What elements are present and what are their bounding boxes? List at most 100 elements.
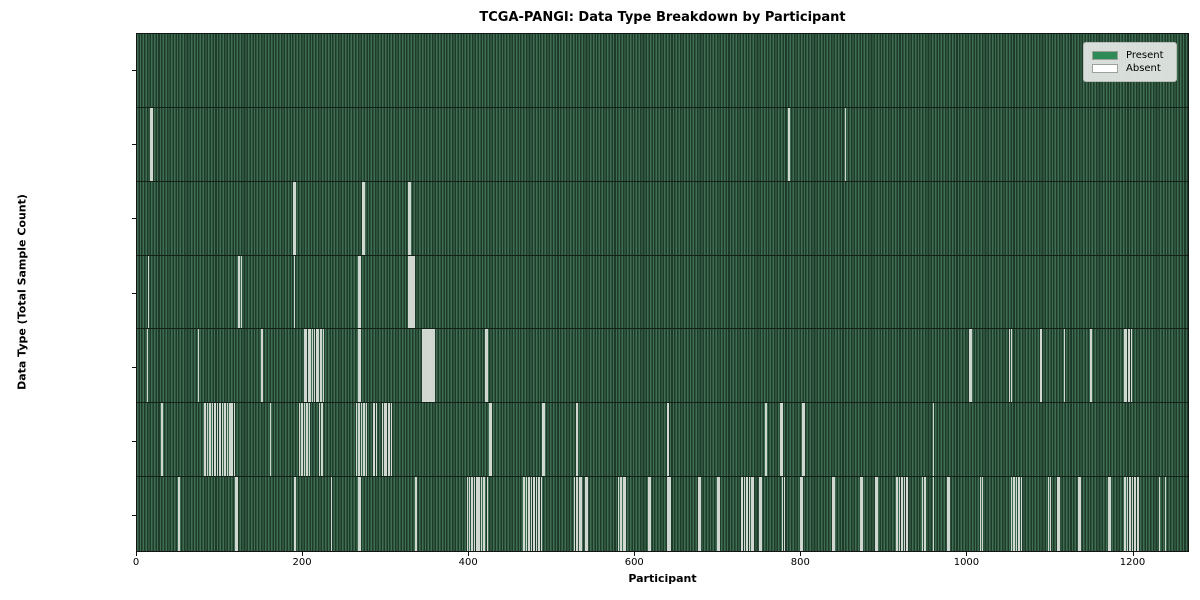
heatmap-plot-area <box>136 33 1189 552</box>
absent-mark <box>896 477 898 551</box>
absent-mark <box>649 477 651 551</box>
absent-mark <box>489 403 491 477</box>
absent-mark <box>359 329 362 403</box>
x-tick-label-1200: 1200 <box>1119 557 1146 568</box>
heatmap-row-BCR <box>137 34 1188 108</box>
absent-mark <box>946 477 949 551</box>
absent-mark <box>150 107 152 181</box>
absent-mark <box>216 403 219 477</box>
absent-mark <box>485 329 487 403</box>
absent-mark <box>1047 477 1050 551</box>
absent-mark <box>490 403 493 477</box>
absent-mark <box>620 477 622 551</box>
absent-mark <box>801 403 804 477</box>
absent-mark <box>388 403 390 477</box>
absent-mark <box>898 477 901 551</box>
absent-mark <box>1124 477 1126 551</box>
absent-mark <box>478 477 480 551</box>
absent-mark <box>206 403 209 477</box>
absent-mark <box>1090 329 1092 403</box>
absent-mark <box>901 477 903 551</box>
absent-mark <box>375 403 378 477</box>
absent-mark <box>800 477 802 551</box>
absent-mark <box>358 329 360 403</box>
absent-mark <box>365 403 368 477</box>
absent-mark <box>204 403 206 477</box>
absent-mark <box>466 477 469 551</box>
absent-mark <box>298 403 301 477</box>
absent-mark <box>1129 477 1131 551</box>
absent-mark <box>432 329 434 403</box>
absent-mark <box>358 403 360 477</box>
absent-mark <box>413 255 415 329</box>
absent-mark <box>309 329 311 403</box>
absent-mark <box>874 477 877 551</box>
absent-mark <box>313 329 316 403</box>
absent-mark <box>385 403 388 477</box>
absent-mark <box>430 329 432 403</box>
absent-mark <box>269 403 272 477</box>
absent-mark <box>1040 329 1042 403</box>
absent-mark <box>1049 477 1052 551</box>
absent-mark <box>486 329 489 403</box>
absent-mark <box>147 255 150 329</box>
absent-mark <box>921 477 924 551</box>
absent-mark <box>1134 477 1136 551</box>
absent-mark <box>748 477 751 551</box>
absent-mark <box>1077 477 1080 551</box>
absent-mark <box>1057 477 1059 551</box>
x-tick-label-800: 800 <box>790 557 810 568</box>
absent-mark <box>425 329 427 403</box>
absent-mark <box>617 477 620 551</box>
absent-mark <box>523 477 525 551</box>
absent-mark <box>151 107 154 181</box>
absent-mark <box>1010 329 1013 403</box>
absent-mark <box>970 329 973 403</box>
absent-mark <box>844 107 847 181</box>
absent-mark <box>543 403 546 477</box>
x-tick-mark <box>634 552 636 556</box>
absent-mark <box>717 477 719 551</box>
y-tick-mark <box>132 292 136 294</box>
absent-mark <box>303 329 306 403</box>
absent-mark <box>1125 329 1128 403</box>
absent-mark <box>906 477 908 551</box>
absent-mark <box>831 477 834 551</box>
x-tick-label-200: 200 <box>292 557 312 568</box>
absent-mark <box>226 403 229 477</box>
absent-mark <box>667 403 669 477</box>
absent-mark <box>292 181 295 255</box>
absent-mark <box>468 477 471 551</box>
absent-mark <box>622 477 625 551</box>
absent-mark <box>294 477 296 551</box>
x-tick-mark <box>302 552 304 556</box>
absent-mark <box>699 477 702 551</box>
absent-mark <box>317 329 320 403</box>
absent-mark <box>758 477 761 551</box>
absent-mark <box>161 403 163 477</box>
absent-mark <box>240 255 243 329</box>
absent-mark <box>903 477 906 551</box>
absent-mark <box>318 403 321 477</box>
absent-mark <box>219 403 221 477</box>
absent-mark <box>486 477 489 551</box>
absent-mark <box>741 477 743 551</box>
absent-mark <box>293 255 296 329</box>
absent-mark <box>231 403 233 477</box>
absent-mark <box>316 329 318 403</box>
absent-mark <box>573 477 576 551</box>
absent-mark <box>1137 477 1139 551</box>
absent-mark <box>540 477 543 551</box>
absent-mark <box>146 329 149 403</box>
x-axis-title: Participant <box>628 572 697 585</box>
x-tick-label-0: 0 <box>132 557 140 568</box>
absent-mark <box>746 477 748 551</box>
absent-mark <box>355 403 358 477</box>
absent-mark <box>236 477 238 551</box>
absent-mark <box>624 477 626 551</box>
absent-mark <box>1107 477 1110 551</box>
absent-mark <box>330 477 333 551</box>
legend-swatch-absent <box>1092 64 1118 73</box>
absent-mark <box>1008 329 1011 403</box>
